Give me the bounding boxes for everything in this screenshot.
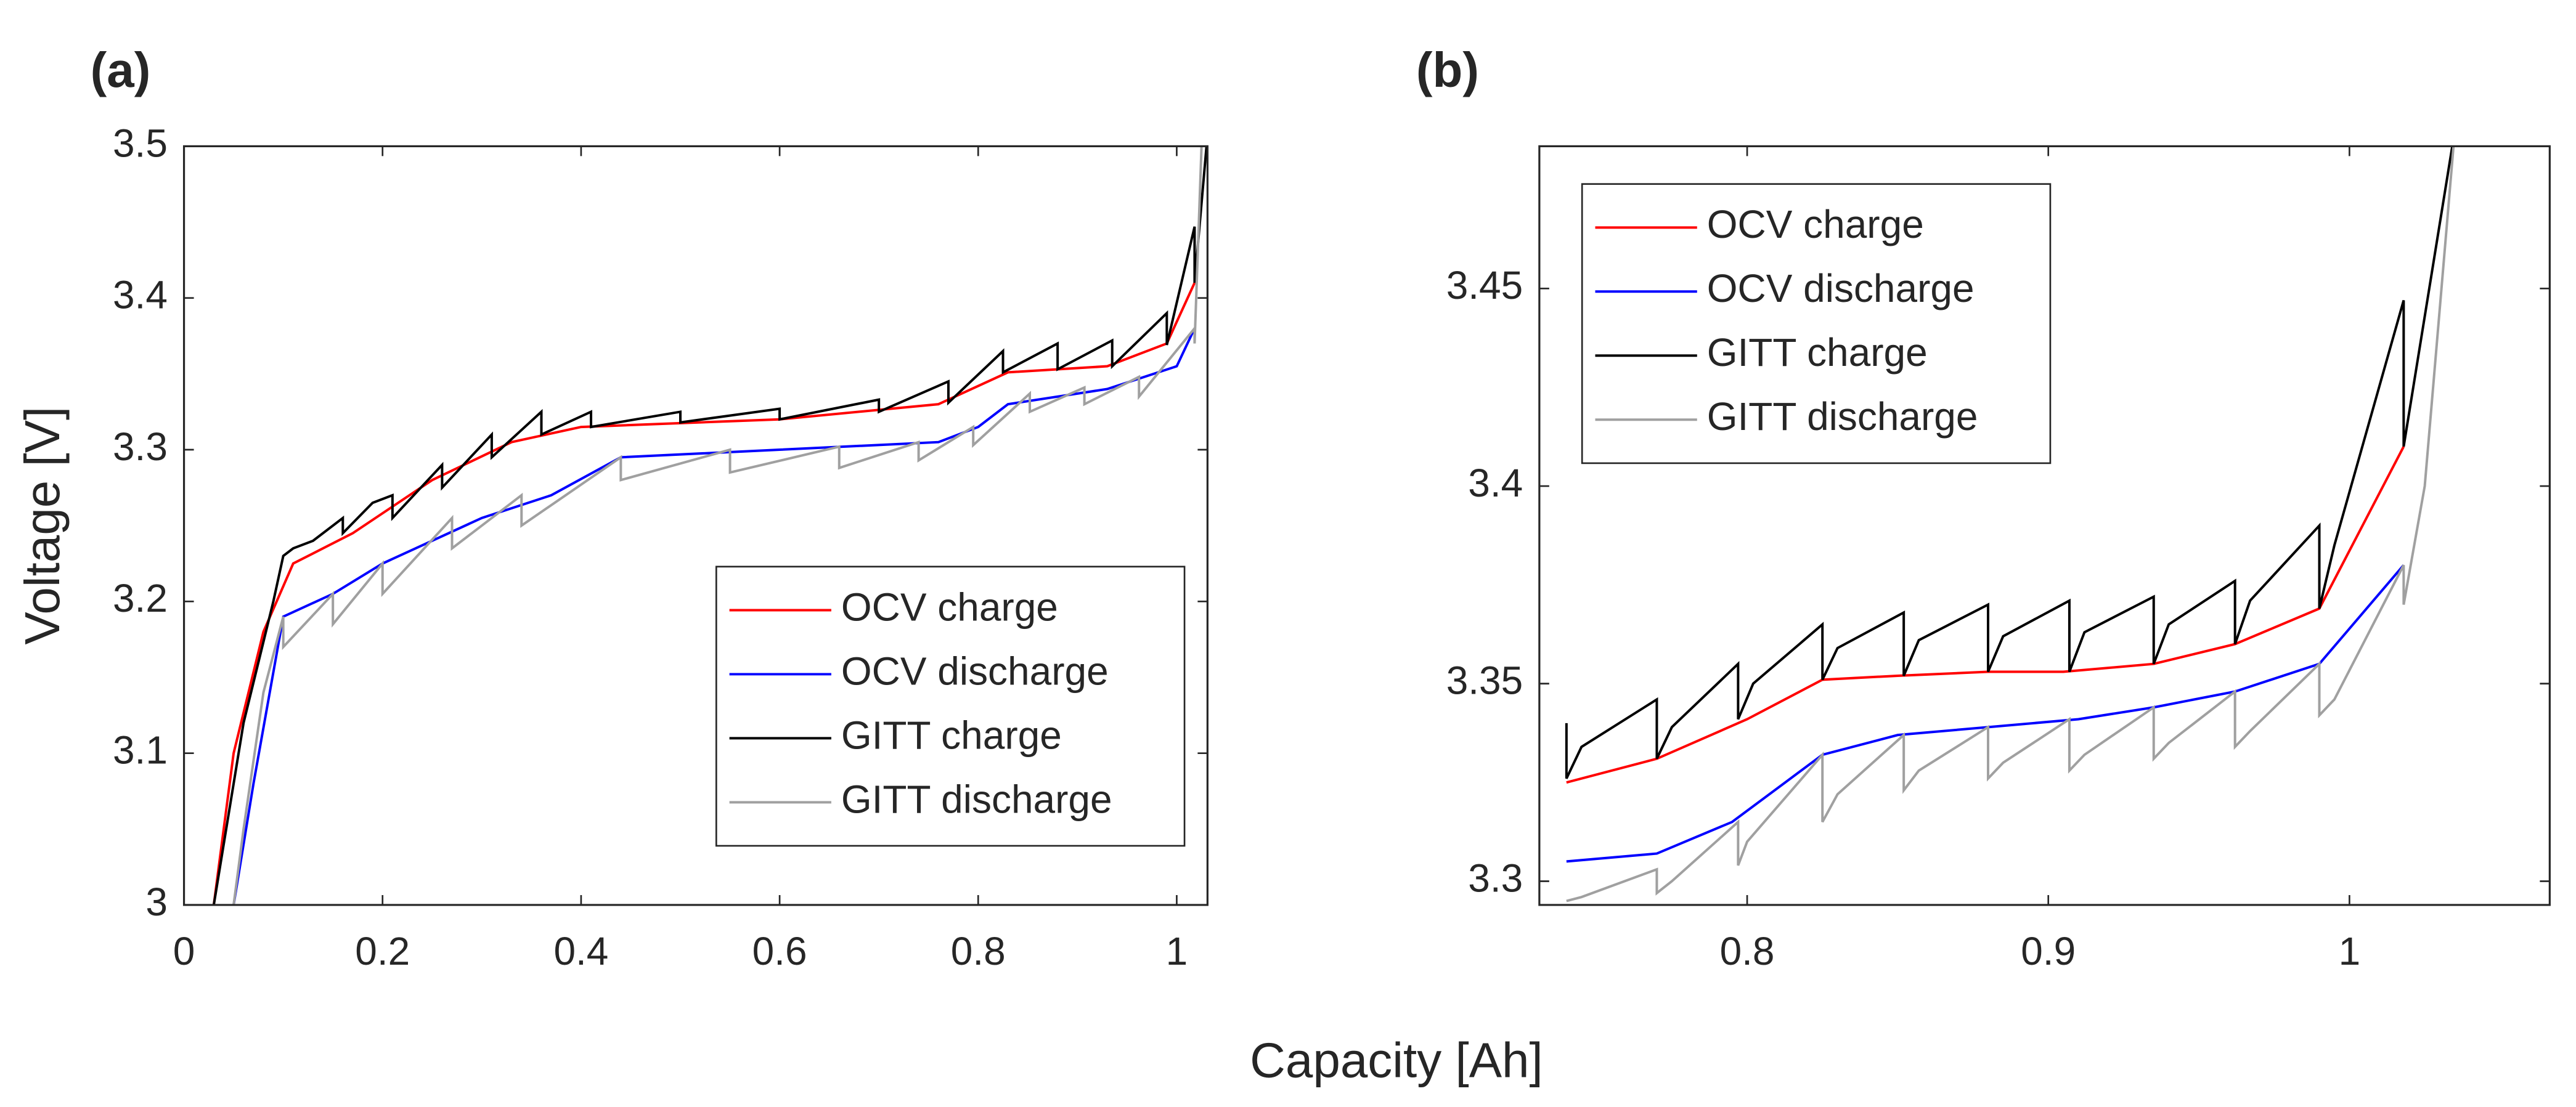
axes-box (1538, 145, 2551, 906)
legend-label: OCV discharge (841, 649, 1109, 693)
x-tick-label: 0 (173, 929, 195, 973)
data-line (1566, 564, 2405, 863)
x-tick-label: 0.2 (355, 929, 410, 973)
y-tick-label: 3.2 (113, 576, 168, 620)
legend-label: GITT discharge (1707, 394, 1978, 439)
x-tick-label: 0.8 (1720, 929, 1775, 973)
axes-box (182, 145, 1209, 906)
legend-label: GITT charge (1707, 330, 1928, 375)
legend-label: GITT charge (841, 713, 1062, 757)
panel-label: (b) (1416, 43, 1479, 97)
y-tick-label: 3.35 (1446, 659, 1523, 703)
y-tick-label: 3.3 (113, 424, 168, 469)
y-tick-label: 3.4 (1468, 461, 1523, 505)
x-tick-label: 0.8 (951, 929, 1006, 973)
legend-box (1581, 183, 2052, 464)
x-axis-label: Capacity [Ah] (1250, 1033, 1543, 1088)
y-tick-label: 3.45 (1446, 263, 1523, 307)
y-tick-label: 3.3 (1468, 856, 1523, 900)
data-line (232, 146, 1203, 905)
panel-label: (a) (91, 43, 151, 97)
x-tick-label: 0.4 (553, 929, 608, 973)
data-line (1566, 146, 2455, 902)
x-tick-label: 1 (2339, 929, 2361, 973)
legend-label: GITT discharge (841, 777, 1112, 821)
data-line (1566, 445, 2405, 784)
x-tick-label: 0.6 (752, 929, 807, 973)
y-axis-label: Voltage [V] (15, 407, 70, 645)
data-line (1565, 146, 2454, 779)
legend-label: OCV charge (1707, 202, 1924, 246)
y-tick-label: 3 (145, 880, 168, 924)
legend-label: OCV discharge (1707, 266, 1975, 310)
x-tick-label: 1 (1166, 929, 1188, 973)
plot-area (212, 146, 1208, 905)
y-tick-label: 3.4 (113, 273, 168, 317)
y-tick-label: 3.5 (113, 121, 168, 165)
x-tick-label: 0.9 (2021, 929, 2076, 973)
data-line (212, 146, 1208, 905)
legend-box (715, 566, 1186, 847)
legend-label: OCV charge (841, 585, 1058, 629)
y-tick-label: 3.1 (113, 728, 168, 772)
plot-area (1565, 146, 2455, 902)
